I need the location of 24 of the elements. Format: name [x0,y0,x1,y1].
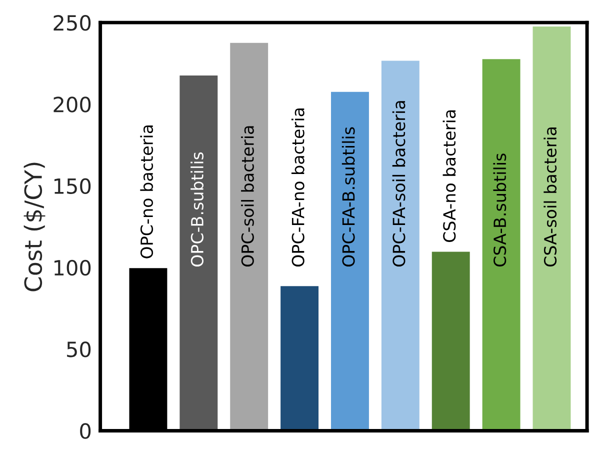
y-axis-title: Cost ($/CY) [24,162,46,292]
bar [380,59,421,431]
bar [228,41,270,431]
bar [480,58,522,431]
bar [178,74,220,431]
y-tick-label: 250 [54,15,91,31]
x-tick-label: OPC-FA-no bacteria [291,108,304,267]
x-tick-label: OPC-soil bacteria [241,126,254,267]
y-tick-label: 150 [54,178,91,194]
x-tick-label: CSA-B.subtilis [493,154,506,267]
x-tick-label: OPC-FA-B.subtilis [342,127,355,267]
x-tick-label: OPC-FA-soil bacteria [392,101,406,267]
bar [531,25,572,431]
y-tick-label: 0 [80,423,91,439]
bar [330,90,370,431]
y-tick-label: 50 [67,342,91,358]
y-tick-label: 100 [54,260,91,276]
bar [279,284,320,431]
x-tick-label: CSA-soil bacteria [544,128,557,267]
x-tick-label: OPC-B.subtilis [190,152,204,267]
y-tick-label: 200 [54,96,91,112]
x-tick-label: CSA-no bacteria [442,110,456,242]
x-tick-label: OPC-no bacteria [140,125,154,258]
bar [430,250,472,431]
